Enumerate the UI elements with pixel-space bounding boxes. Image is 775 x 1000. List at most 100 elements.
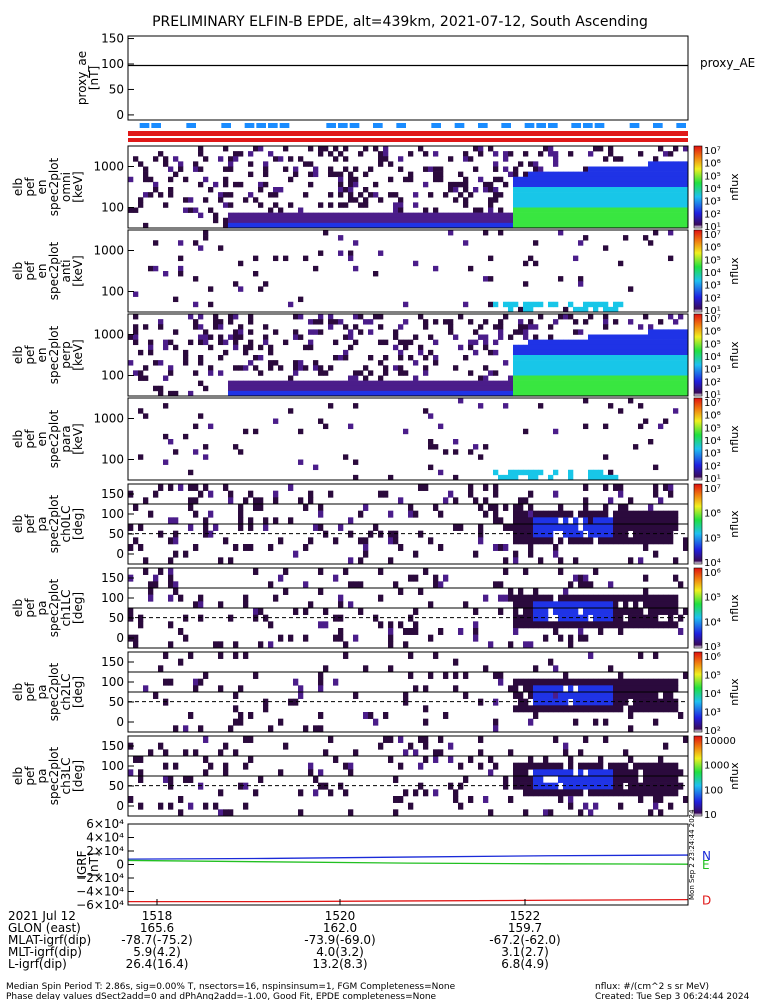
heatmap-cell	[653, 608, 659, 615]
heatmap-cell	[288, 202, 294, 208]
heatmap-cell	[358, 202, 364, 208]
heatmap-cell	[608, 339, 614, 346]
heatmap-cell	[358, 537, 364, 545]
heatmap-cell	[638, 344, 644, 351]
heatmap-cell	[673, 769, 679, 777]
heatmap-cell	[233, 281, 239, 287]
heatmap-cell	[648, 678, 654, 686]
heatmap-cell	[553, 678, 559, 686]
heatmap-cell	[528, 608, 534, 615]
heatmap-cell	[558, 390, 564, 397]
heatmap-cell	[133, 339, 139, 346]
heatmap-cell	[468, 370, 474, 376]
heatmap-cell	[523, 281, 529, 287]
heatmap-cell	[393, 334, 399, 340]
heatmap-cell	[558, 375, 564, 381]
heatmap-cell	[663, 390, 669, 397]
heatmap-cell	[593, 334, 599, 340]
heatmap-cell	[318, 621, 324, 629]
heatmap-cell	[298, 428, 304, 435]
heatmap-cell	[533, 474, 539, 481]
heatmap-cell	[498, 176, 504, 183]
heatmap-cell	[153, 187, 159, 193]
heatmap-cell	[363, 385, 369, 392]
heatmap-cell	[493, 324, 499, 330]
heatmap-cell	[263, 517, 269, 525]
heatmap-cell	[673, 510, 679, 518]
heatmap-cell	[648, 181, 654, 188]
heatmap-cell	[413, 360, 419, 366]
heatmap-cell	[533, 621, 539, 629]
heatmap-cell	[218, 324, 224, 330]
heatmap-cell	[308, 385, 314, 392]
heatmap-cell	[598, 365, 604, 371]
heatmap-cell	[548, 390, 554, 397]
heatmap-cell	[223, 339, 229, 346]
heatmap-cell	[428, 464, 434, 471]
heatmap-cell	[373, 192, 379, 198]
heatmap-cell	[538, 594, 544, 602]
heatmap-cell	[458, 782, 464, 790]
heatmap-cell	[548, 789, 554, 797]
heatmap-cell	[313, 222, 319, 229]
heatmap-cell	[633, 517, 639, 525]
heatmap-cell	[168, 365, 174, 371]
heatmap-cell	[543, 176, 549, 183]
heatmap-cell	[413, 749, 419, 757]
heatmap-cell	[478, 762, 484, 770]
heatmap-cell	[263, 161, 269, 167]
heatmap-cell	[658, 349, 664, 356]
heatmap-cell	[328, 192, 334, 198]
heatmap-cell	[193, 484, 199, 491]
heatmap-cell	[683, 672, 689, 679]
x-axis-row-value: 1518	[142, 909, 173, 923]
heatmap-cell	[658, 789, 664, 797]
heatmap-cell	[633, 762, 639, 770]
heatmap-cell	[218, 789, 224, 797]
heatmap-cell	[318, 217, 324, 224]
heatmap-cell	[573, 202, 579, 208]
heatmap-cell	[378, 161, 384, 167]
heatmap-cell	[313, 212, 319, 219]
heatmap-cell	[328, 385, 334, 392]
heatmap-cell	[258, 202, 264, 208]
heatmap-cell	[603, 344, 609, 351]
heatmap-cell	[623, 621, 629, 629]
heatmap-cell	[608, 380, 614, 387]
heatmap-cell	[523, 202, 529, 208]
colorbar	[693, 229, 703, 313]
heatmap-cell	[238, 524, 244, 531]
heatmap-cell	[558, 621, 564, 629]
heatmap-cell	[353, 222, 359, 229]
heatmap-cell	[558, 176, 564, 183]
heatmap-cell	[578, 370, 584, 376]
heatmap-cell	[593, 524, 599, 531]
heatmap-cell	[648, 782, 654, 790]
heatmap-cell	[148, 594, 154, 602]
heatmap-cell	[168, 439, 174, 445]
heatmap-cell	[638, 192, 644, 198]
heatmap-cell	[513, 329, 519, 335]
heatmap-cell	[133, 324, 139, 330]
heatmap-cell	[643, 789, 649, 797]
heatmap-cell	[603, 390, 609, 397]
heatmap-cell	[588, 517, 594, 525]
heatmap-cell	[553, 355, 559, 361]
heatmap-cell	[563, 375, 569, 381]
heatmap-cell	[563, 187, 569, 193]
heatmap-cell	[673, 574, 679, 582]
heatmap-cell	[538, 301, 544, 308]
heatmap-cell	[628, 497, 634, 505]
heatmap-cell	[138, 408, 144, 414]
heatmap-cell	[663, 329, 669, 335]
heatmap-cell	[158, 151, 164, 157]
heatmap-cell	[668, 339, 674, 346]
heatmap-cell	[203, 517, 209, 525]
heatmap-cell	[618, 181, 624, 188]
heatmap-cell	[538, 601, 544, 609]
heatmap-cell	[513, 212, 519, 219]
y-axis-label-line: elb	[11, 515, 25, 533]
heatmap-cell	[143, 568, 149, 575]
heatmap-cell	[533, 530, 539, 538]
heatmap-cell	[648, 240, 654, 246]
